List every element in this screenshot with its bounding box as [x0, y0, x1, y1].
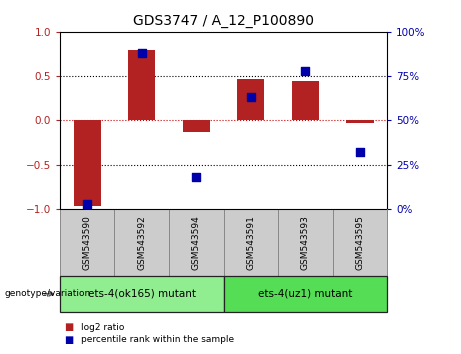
- Bar: [346, 120, 373, 123]
- Text: GSM543591: GSM543591: [246, 215, 255, 270]
- Text: GSM543593: GSM543593: [301, 215, 310, 270]
- Bar: [60, 276, 224, 312]
- Bar: [224, 209, 278, 276]
- Point: [138, 50, 145, 56]
- Text: GSM543595: GSM543595: [355, 215, 365, 270]
- Text: ■: ■: [65, 322, 74, 332]
- Text: GSM543590: GSM543590: [83, 215, 92, 270]
- Bar: [278, 209, 333, 276]
- Text: ets-4(uz1) mutant: ets-4(uz1) mutant: [258, 289, 353, 299]
- Point: [83, 201, 91, 206]
- Text: genotype/variation: genotype/variation: [5, 289, 91, 298]
- Title: GDS3747 / A_12_P100890: GDS3747 / A_12_P100890: [133, 14, 314, 28]
- Text: percentile rank within the sample: percentile rank within the sample: [81, 335, 234, 344]
- Text: GSM543594: GSM543594: [192, 215, 201, 270]
- Text: GSM543592: GSM543592: [137, 215, 146, 270]
- Point: [301, 68, 309, 74]
- Bar: [237, 79, 265, 120]
- Text: log2 ratio: log2 ratio: [81, 323, 124, 332]
- Bar: [128, 50, 155, 120]
- Bar: [169, 209, 224, 276]
- Bar: [114, 209, 169, 276]
- Bar: [74, 120, 101, 206]
- Bar: [292, 81, 319, 120]
- Bar: [333, 209, 387, 276]
- Point: [356, 149, 364, 155]
- Bar: [224, 276, 387, 312]
- Point: [247, 95, 254, 100]
- Bar: [60, 209, 114, 276]
- Bar: [183, 120, 210, 132]
- Point: [193, 174, 200, 180]
- Text: ■: ■: [65, 335, 74, 345]
- Text: ets-4(ok165) mutant: ets-4(ok165) mutant: [88, 289, 196, 299]
